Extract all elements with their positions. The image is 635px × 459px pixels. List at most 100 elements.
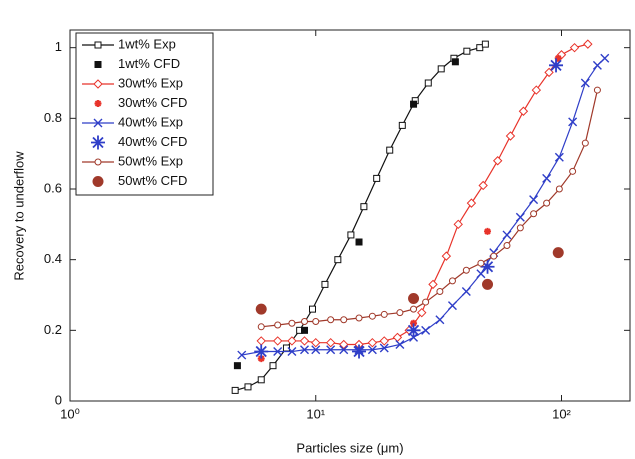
marker (254, 344, 269, 359)
y-tick-label: 0.4 (44, 251, 62, 266)
marker (308, 305, 316, 313)
marker (542, 173, 552, 183)
marker (544, 67, 554, 78)
marker (569, 42, 580, 53)
marker (93, 79, 103, 89)
x-tick-label: 10² (552, 406, 571, 421)
legend-label: 30wt% Exp (118, 75, 183, 90)
marker (466, 198, 477, 208)
marker (422, 298, 430, 306)
marker (478, 180, 488, 191)
marker (301, 318, 309, 325)
y-axis-label: Recovery to underflow (11, 151, 26, 281)
series-line (261, 89, 598, 328)
marker (448, 277, 456, 285)
marker (406, 323, 421, 338)
marker (462, 266, 470, 274)
marker (441, 251, 452, 261)
marker (417, 307, 427, 318)
marker (503, 242, 511, 250)
series-line (241, 57, 606, 356)
marker (272, 336, 283, 346)
marker (543, 199, 551, 207)
marker (555, 185, 563, 193)
marker (360, 203, 368, 211)
marker (484, 227, 492, 235)
legend-label: 40wt% Exp (118, 114, 183, 129)
y-tick-label: 0.8 (44, 110, 62, 125)
marker (288, 319, 296, 327)
x-tick-label: 10¹ (306, 406, 325, 421)
x-tick-label: 10⁰ (60, 406, 80, 421)
marker (593, 86, 601, 94)
marker (386, 146, 394, 154)
marker (340, 316, 348, 324)
marker (505, 131, 516, 141)
marker (453, 219, 463, 230)
marker (410, 305, 418, 313)
marker (274, 321, 282, 329)
marker (554, 152, 564, 162)
legend-label: 30wt% CFD (118, 95, 187, 110)
marker (311, 337, 321, 348)
marker (373, 174, 381, 182)
marker (257, 376, 265, 384)
marker (231, 386, 239, 394)
marker (257, 323, 265, 331)
marker (92, 176, 104, 187)
marker (392, 332, 403, 343)
marker (273, 347, 283, 357)
marker (334, 256, 342, 264)
marker (244, 383, 252, 391)
marker (409, 332, 419, 342)
marker (447, 301, 457, 311)
marker (408, 293, 420, 305)
marker (94, 41, 102, 49)
marker (398, 121, 406, 129)
marker (91, 135, 105, 150)
marker (580, 78, 590, 88)
marker (395, 339, 405, 349)
plot-frame (69, 29, 631, 402)
series-line (235, 43, 486, 391)
marker (451, 58, 459, 66)
marker (339, 345, 349, 355)
marker (531, 85, 542, 95)
marker (437, 65, 445, 73)
marker (368, 312, 376, 320)
marker (600, 53, 610, 63)
y-tick-label: 0.2 (44, 322, 62, 337)
marker (380, 310, 388, 318)
marker (461, 286, 471, 296)
marker (554, 54, 562, 62)
y-tick-label: 0 (55, 392, 62, 407)
marker (424, 79, 432, 87)
marker (300, 345, 309, 355)
marker (549, 58, 564, 73)
x-axis-label: Particles size (μm) (296, 440, 403, 455)
legend-label: 1wt% CFD (118, 56, 180, 71)
legend-label: 40wt% CFD (118, 134, 187, 149)
marker (352, 344, 367, 359)
marker (410, 319, 418, 327)
y-tick-label: 1 (55, 39, 62, 54)
marker (256, 336, 266, 346)
marker (421, 325, 431, 335)
marker (257, 355, 265, 363)
marker (312, 318, 320, 325)
marker (94, 100, 102, 107)
marker (476, 44, 484, 52)
marker (583, 39, 593, 49)
marker (287, 336, 297, 346)
marker (428, 279, 438, 290)
marker (347, 231, 355, 239)
marker (326, 345, 336, 355)
marker (581, 139, 589, 147)
marker (327, 316, 335, 324)
marker (480, 259, 495, 274)
marker (463, 47, 471, 55)
marker (477, 259, 485, 267)
marker (569, 167, 577, 175)
marker (492, 156, 503, 166)
